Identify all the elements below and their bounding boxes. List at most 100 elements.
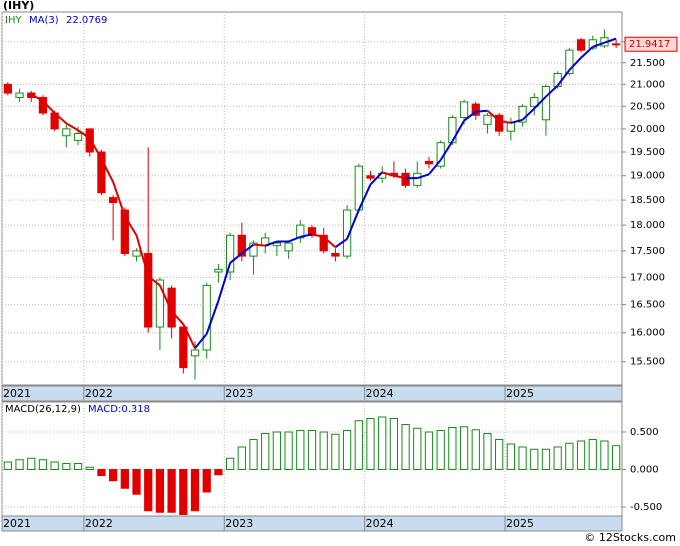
- candle-body: [483, 114, 492, 125]
- x-tick-label: 2024: [366, 387, 394, 400]
- macd-bar: [3, 461, 12, 470]
- candle-body: [342, 209, 352, 257]
- ma-segment: [159, 285, 173, 312]
- candle-body: [331, 252, 340, 257]
- y-tick-label: 15.500: [630, 357, 665, 368]
- x-tick-label: 2024: [366, 517, 394, 530]
- x-tick-label: 2022: [85, 517, 113, 530]
- macd-bar: [155, 469, 165, 513]
- macd-bar: [565, 442, 574, 470]
- candle-body: [319, 234, 328, 252]
- macd-bar: [109, 469, 118, 482]
- candle-body: [85, 128, 94, 153]
- macd-bar: [319, 431, 328, 470]
- candle-body: [225, 234, 235, 273]
- ma-segment: [100, 158, 115, 183]
- ma-segment: [65, 122, 79, 132]
- macd-bar: [27, 457, 36, 470]
- macd-bar: [167, 469, 176, 513]
- ma-segment: [510, 118, 523, 124]
- macd-bar: [530, 448, 539, 470]
- macd-bar: [331, 433, 340, 470]
- macd-bar: [612, 445, 621, 470]
- candle-body: [366, 175, 375, 179]
- macd-bar: [553, 446, 562, 470]
- ma-segment: [346, 209, 360, 240]
- ma-segment: [194, 333, 208, 349]
- legend-ma-value: 22.0769: [66, 15, 107, 26]
- candle-body: [424, 160, 434, 165]
- candle-body: [541, 85, 551, 121]
- x-tick-label: 2021: [3, 387, 31, 400]
- ma-segment: [334, 238, 348, 249]
- ma-segment: [135, 235, 150, 277]
- ma-segment: [498, 119, 512, 124]
- macd-bar: [249, 439, 258, 470]
- y-tick-label: -0.500: [630, 502, 662, 513]
- candle-body: [155, 279, 165, 328]
- y-tick-label: 0.500: [630, 427, 659, 438]
- macd-bar: [190, 469, 200, 512]
- ma-segment: [592, 41, 605, 48]
- candle-body: [284, 242, 293, 252]
- candle-body: [272, 242, 282, 247]
- ma-segment: [580, 46, 594, 59]
- ma-segment: [288, 235, 301, 243]
- y-tick-label: 18.000: [630, 220, 665, 231]
- macd-bar: [541, 448, 551, 470]
- candle-body: [179, 326, 188, 369]
- ma-segment: [604, 37, 617, 44]
- macd-bar: [588, 439, 597, 470]
- macd-bar: [261, 433, 270, 470]
- y-tick-label: 17.000: [630, 272, 665, 283]
- macd-bar: [354, 420, 363, 470]
- ma-segment: [205, 300, 220, 335]
- ma-segment: [416, 173, 430, 180]
- x-tick-label: 2022: [85, 387, 113, 400]
- ma-segment: [88, 137, 103, 160]
- candle-body: [109, 197, 118, 204]
- y-tick-label: 20.000: [630, 124, 665, 135]
- y-tick-label: 19.500: [630, 147, 665, 158]
- ma-segment: [217, 262, 232, 302]
- candle-body: [167, 287, 176, 328]
- last-price-label: 21.9417: [629, 39, 670, 50]
- macd-bar: [237, 446, 246, 470]
- y-tick-label: 20.500: [630, 101, 665, 112]
- ma-segment: [30, 93, 44, 102]
- ma-segment: [170, 310, 185, 325]
- legend-symbol: IHY: [5, 15, 22, 26]
- legend-macd: MACD(26,12,9): [5, 404, 81, 415]
- macd-bar: [85, 466, 94, 470]
- macd-bar: [62, 463, 71, 470]
- ma-segment: [147, 275, 161, 287]
- candle-body: [144, 252, 153, 328]
- macd-bar: [225, 457, 235, 470]
- candle-body: [307, 227, 317, 236]
- ma-segment: [311, 233, 324, 238]
- x-tick-label: 2025: [506, 517, 534, 530]
- macd-bar: [342, 430, 352, 470]
- macd-bar: [38, 459, 48, 470]
- ma-segment: [300, 233, 313, 238]
- macd-bar: [144, 469, 153, 512]
- macd-bar: [132, 469, 141, 495]
- macd-bar: [448, 427, 457, 470]
- candle-body: [132, 250, 141, 257]
- last-price-box: [624, 36, 678, 52]
- ma-segment: [253, 243, 266, 247]
- y-tick-label: 17.500: [630, 246, 665, 257]
- macd-bar: [413, 427, 422, 470]
- ma-segment: [521, 107, 535, 121]
- macd-bar: [284, 431, 293, 470]
- macd-bar: [73, 463, 83, 470]
- ma-segment: [53, 112, 68, 125]
- macd-bar: [378, 416, 387, 470]
- macd-bar: [436, 430, 445, 470]
- candle-body: [249, 242, 258, 257]
- candle-body: [401, 172, 410, 186]
- macd-bar: [424, 431, 434, 470]
- candle-body: [565, 49, 574, 75]
- ma-segment: [568, 57, 582, 71]
